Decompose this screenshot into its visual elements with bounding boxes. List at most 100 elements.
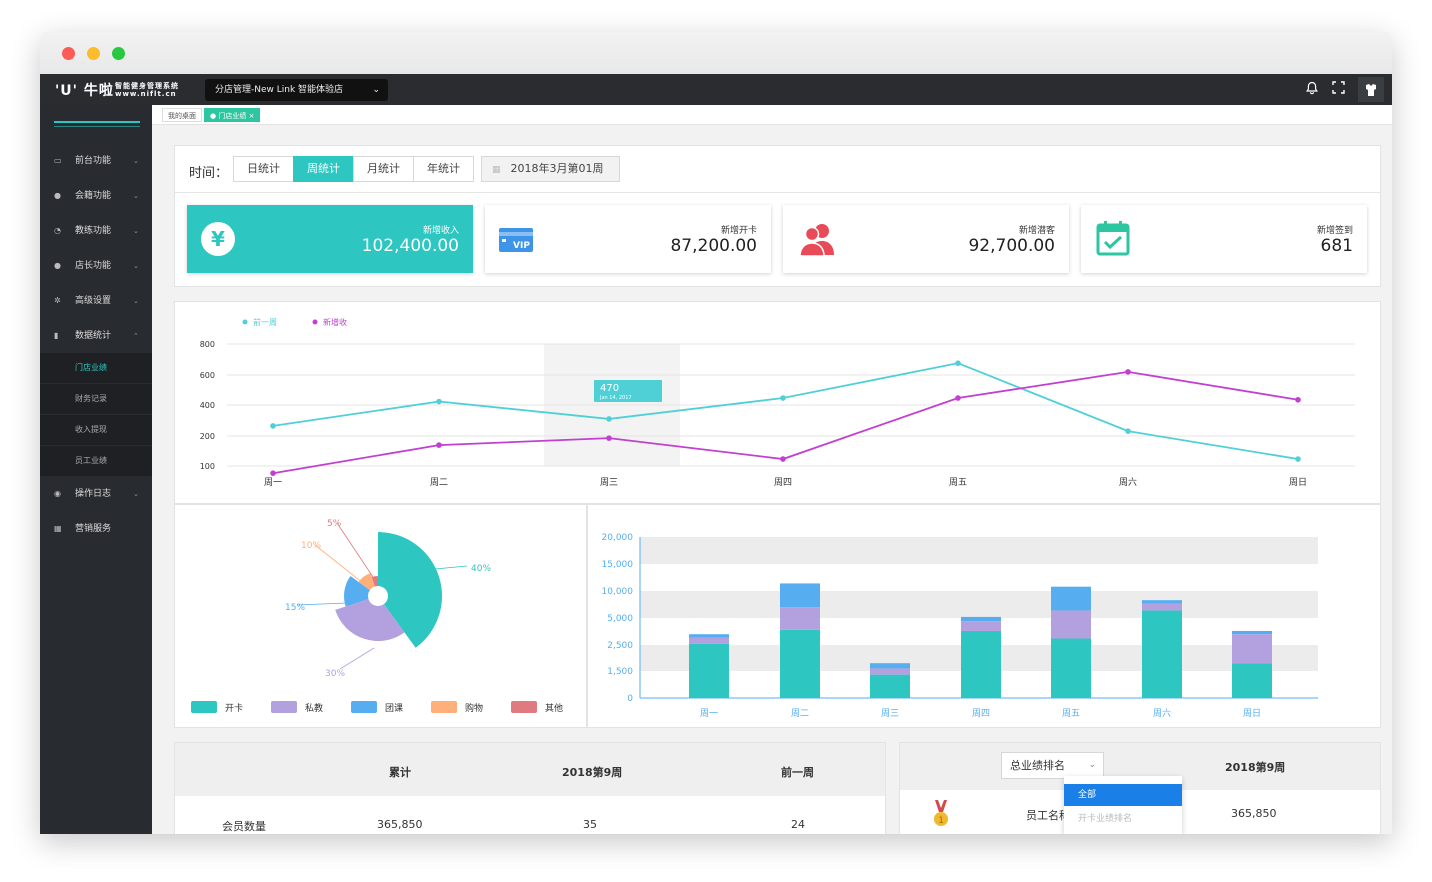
bell-icon[interactable] [1304, 81, 1320, 97]
pie-slice [344, 576, 370, 607]
sidebar-item-front-desk[interactable]: ▭ 前台功能 ⌄ [40, 146, 152, 176]
legend-swatch [191, 701, 217, 713]
x-tick-label: 周日 [1289, 477, 1307, 488]
stat-card-income: ¥ 新增收入 102,400.00 [187, 205, 473, 273]
sidebar-item-advanced-settings[interactable]: ✲ 高级设置 ⌄ [40, 286, 152, 316]
sidebar-item-membership[interactable]: ● 会籍功能 ⌄ [40, 181, 152, 211]
sidebar-item-label: 教练功能 [75, 226, 112, 236]
sidebar-subitem-store-performance[interactable]: 门店业绩 [40, 353, 152, 383]
legend-swatch [351, 701, 377, 713]
sidebar-item-label: 数据统计 [75, 331, 112, 341]
minimize-window-button[interactable] [87, 47, 100, 60]
data-point [270, 423, 276, 429]
sidebar-item-label: 高级设置 [75, 296, 112, 306]
calendar-icon: ▦ [492, 165, 501, 175]
monitor-icon: ▭ [54, 156, 62, 165]
user-icon: ● [54, 261, 61, 270]
ranking-select[interactable]: 总业绩排名 ⌄ [1001, 752, 1104, 779]
sidebar-item-marketing[interactable]: ▦ 营销服务 [40, 514, 152, 544]
tooltip-box [594, 380, 662, 402]
bar-segment [1051, 610, 1091, 639]
dropdown-option-all[interactable]: 全部 [1064, 784, 1182, 806]
data-point [436, 442, 442, 448]
sidebar-subitem-withdrawal[interactable]: 收入提现 [40, 415, 152, 445]
data-point [955, 395, 961, 401]
y-tick-label: 600 [200, 371, 215, 380]
grid-band [640, 537, 1318, 564]
data-point [606, 416, 612, 422]
main-content: 我的桌面 ● 门店业绩 × 时间： 日统计 周统计 月统计 年统计 ▦ 2018年… [152, 105, 1392, 834]
x-tick-label: 周二 [791, 708, 809, 719]
y-tick-label: 5,000 [607, 614, 633, 624]
table-cell: 24 [791, 818, 805, 831]
bar-chart-icon: ▮ [54, 331, 59, 340]
sidebar-item-label: 前台功能 [75, 156, 112, 166]
sidebar-item-operation-log[interactable]: ◉ 操作日志 ⌄ [40, 479, 152, 509]
chevron-up-icon: ⌃ [133, 332, 139, 340]
month-stat-button[interactable]: 月统计 [353, 156, 414, 182]
year-stat-button[interactable]: 年统计 [413, 156, 474, 182]
week-date-picker[interactable]: ▦ 2018年3月第01周 [481, 156, 620, 182]
bar-segment [961, 621, 1001, 631]
stat-value: 87,200.00 [670, 236, 757, 256]
sidebar-item-statistics[interactable]: ▮ 数据统计 ⌃ [40, 321, 152, 351]
close-icon[interactable]: × [248, 112, 255, 120]
bar-chart-panel: 20,000 15,000 10,000 5,000 2,500 1,500 0 周一 周二 周三… [587, 504, 1381, 728]
pie-slice [358, 573, 375, 591]
bar-segment [1051, 638, 1091, 698]
tab-store-performance[interactable]: ● 门店业绩 × [204, 108, 261, 122]
legend-label: 团课 [385, 703, 403, 714]
store-select[interactable]: 分店管理-New Link 智能体验店 ⌄ [205, 79, 388, 101]
data-point [955, 360, 961, 366]
legend-label: 前一周 [253, 317, 277, 327]
app-window: 'U' 牛啦 智能健身管理系统 www.niflt.cn 分店管理-New Li… [40, 32, 1392, 834]
legend-marker [312, 319, 318, 325]
fullscreen-icon[interactable] [1330, 81, 1346, 97]
label-leader-line [296, 602, 348, 606]
column-header: 2018第9周 [562, 766, 623, 779]
label-leader-line [314, 544, 364, 584]
stat-card-checkins: 新增签到 681 [1081, 205, 1367, 273]
column-header: 前一周 [781, 766, 814, 779]
data-point [1295, 396, 1301, 403]
column-header: 累计 [389, 766, 411, 779]
bar-segment [961, 630, 1001, 698]
label-leader-line [336, 522, 376, 581]
bar-segment [870, 668, 910, 675]
maximize-window-button[interactable] [112, 47, 125, 60]
legend-marker [242, 319, 248, 325]
sidebar-subitem-staff-performance[interactable]: 员工业绩 [40, 446, 152, 476]
data-point [1295, 456, 1301, 462]
day-stat-button[interactable]: 日统计 [233, 156, 294, 182]
user-menu[interactable] [1358, 77, 1384, 102]
x-tick-label: 周三 [881, 708, 899, 719]
bar-segment [1232, 634, 1272, 664]
sidebar-item-coach[interactable]: ◔ 教练功能 ⌄ [40, 216, 152, 246]
app-logo[interactable]: 'U' 牛啦 智能健身管理系统 www.niflt.cn [55, 80, 178, 100]
y-tick-label: 2,500 [607, 641, 633, 651]
stat-value: 102,400.00 [361, 236, 459, 256]
table-cell: 365,850 [377, 818, 423, 831]
sidebar-item-manager[interactable]: ● 店长功能 ⌄ [40, 251, 152, 281]
bar-segment [870, 674, 910, 698]
grid-band [640, 564, 1318, 591]
ranking-dropdown-menu: 全部 开卡业绩排名 [1064, 776, 1182, 834]
y-tick-label: 400 [200, 401, 215, 410]
sidebar-subitem-finance-records[interactable]: 财务记录 [40, 384, 152, 414]
y-tick-label: 10,000 [602, 587, 634, 597]
ranking-table: 总业绩排名 ⌄ 2018第9周 1 员工名称 365,850 全部 开卡业绩排名 [899, 742, 1381, 834]
store-select-value: 分店管理-New Link 智能体验店 [215, 85, 344, 95]
dropdown-option-card-ranking[interactable]: 开卡业绩排名 [1078, 814, 1133, 824]
bar-segment [689, 643, 729, 698]
data-point [270, 470, 276, 476]
chevron-down-icon: ⌄ [133, 227, 139, 235]
x-tick-label: 周一 [264, 477, 282, 488]
label-leader-line [434, 565, 468, 570]
tab-desktop[interactable]: 我的桌面 [162, 108, 202, 122]
week-stat-button[interactable]: 周统计 [293, 156, 354, 182]
stacked-bar-chart: 20,000 15,000 10,000 5,000 2,500 1,500 0 周一 周二 周三… [602, 533, 1318, 719]
date-value: 2018年3月第01周 [510, 162, 604, 175]
close-window-button[interactable] [62, 47, 75, 60]
x-tick-label: 周四 [774, 477, 792, 488]
slice-label: 10% [301, 541, 321, 551]
